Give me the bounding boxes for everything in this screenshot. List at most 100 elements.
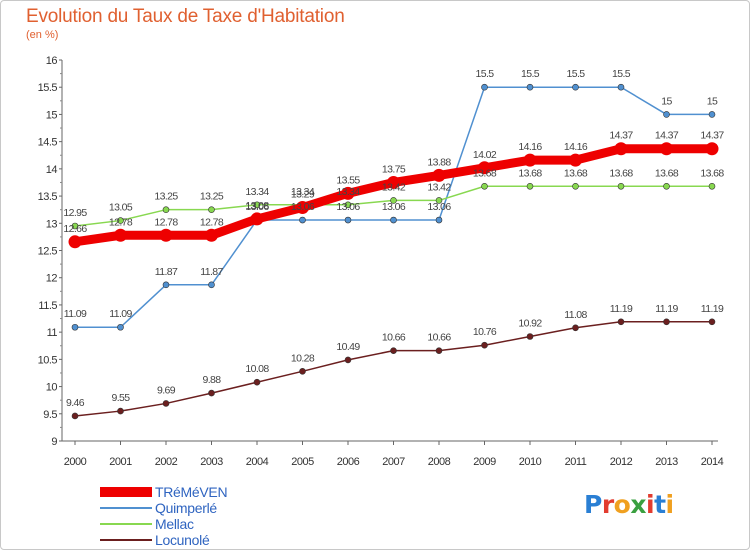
x-tick-label: 2011 <box>565 456 587 468</box>
data-label: 12.66 <box>63 223 87 235</box>
data-label: 13.06 <box>382 201 406 213</box>
data-label: 12.78 <box>154 216 178 228</box>
data-label: 12.78 <box>109 216 133 228</box>
data-point <box>390 197 397 204</box>
data-label: 11.87 <box>155 266 178 278</box>
data-label: 12.95 <box>63 207 87 219</box>
data-point <box>114 228 127 242</box>
chart-subtitle: (en %) <box>26 29 59 41</box>
data-point <box>481 182 488 190</box>
legend-swatch <box>100 487 152 497</box>
data-point <box>208 281 215 289</box>
data-point <box>572 324 579 332</box>
data-point <box>663 182 670 190</box>
y-tick-label: 10 <box>46 382 58 394</box>
legend-label: Locunolé <box>155 532 210 548</box>
data-point <box>299 368 306 375</box>
data-label: 13.29 <box>291 189 315 201</box>
data-label: 13.06 <box>291 201 315 213</box>
data-label: 11.19 <box>655 303 678 315</box>
data-label: 11.19 <box>610 303 633 315</box>
data-label: 9.69 <box>157 384 176 396</box>
data-point <box>663 111 670 118</box>
x-tick-label: 2001 <box>109 456 132 468</box>
data-point <box>117 407 124 415</box>
data-point <box>523 153 537 167</box>
data-point <box>208 206 215 213</box>
proxiti-logo: Proxiti <box>584 490 674 519</box>
data-point <box>432 168 446 182</box>
data-point <box>341 186 355 200</box>
data-point <box>344 201 352 209</box>
data-point <box>250 212 264 226</box>
data-point <box>708 318 716 326</box>
data-label: 13.42 <box>427 181 451 193</box>
data-point <box>162 281 170 289</box>
data-label: 13.42 <box>382 181 406 193</box>
x-tick-label: 2006 <box>337 456 360 468</box>
data-label: 9.88 <box>202 374 221 386</box>
x-tick-label: 2007 <box>382 456 405 468</box>
y-tick-label: 9 <box>51 436 57 448</box>
data-point <box>617 182 625 190</box>
legend-swatch <box>100 523 152 525</box>
x-tick-label: 2013 <box>655 456 678 468</box>
data-label: 13.88 <box>427 156 451 168</box>
data-point <box>162 206 170 213</box>
data-label: 14.16 <box>564 141 588 153</box>
y-tick-label: 12.5 <box>38 246 58 258</box>
data-point <box>159 228 173 242</box>
data-label: 13.25 <box>154 191 178 203</box>
data-point <box>390 216 397 224</box>
data-label: 11.09 <box>64 308 87 320</box>
data-label: 15.5 <box>566 68 585 80</box>
data-label: 15.5 <box>475 68 494 80</box>
data-label: 11.09 <box>109 308 132 320</box>
data-point <box>68 235 82 249</box>
data-point <box>296 201 309 215</box>
y-tick-label: 13 <box>46 218 58 230</box>
data-point <box>435 347 443 354</box>
legend-label: Quimperlé <box>155 500 217 516</box>
data-point <box>617 83 625 91</box>
data-point <box>572 83 579 91</box>
x-tick-label: 2003 <box>200 456 223 468</box>
data-label: 13.68 <box>564 167 588 179</box>
data-point <box>526 83 534 91</box>
data-point <box>117 217 124 224</box>
data-point <box>572 182 579 190</box>
data-point <box>660 142 673 156</box>
legend-item: Mellac <box>100 516 227 532</box>
data-label: 10.66 <box>427 332 451 344</box>
y-tick-label: 15.5 <box>38 82 58 94</box>
data-point <box>344 216 352 224</box>
data-label: 14.37 <box>700 130 724 142</box>
y-tick-label: 15 <box>46 109 58 121</box>
data-label: 15 <box>661 95 672 107</box>
data-label: 10.92 <box>518 317 542 329</box>
data-label: 13.55 <box>336 174 360 186</box>
legend-swatch <box>100 507 152 509</box>
data-label: 14.37 <box>655 130 679 142</box>
data-label: 13.68 <box>700 167 724 179</box>
data-label: 11.19 <box>701 303 724 315</box>
y-tick-label: 16 <box>46 55 58 67</box>
data-point <box>526 182 534 190</box>
data-label: 13.34 <box>336 186 360 198</box>
x-tick-label: 2010 <box>519 456 542 468</box>
x-tick-label: 2009 <box>473 456 496 468</box>
data-label: 13.68 <box>518 167 542 179</box>
legend-label: Mellac <box>155 516 194 532</box>
data-label: 15 <box>707 95 718 107</box>
data-label: 13.68 <box>609 167 633 179</box>
data-point <box>481 341 488 349</box>
data-point <box>162 400 170 407</box>
data-point <box>253 378 261 386</box>
data-label: 13.68 <box>473 167 497 179</box>
x-tick-label: 2000 <box>64 456 87 468</box>
data-label: 10.08 <box>245 363 269 375</box>
axes: 9 9.5 10 10.5 11 11.5 12 12.5 13 13.5 14 14.5 15 15.5… <box>38 55 725 468</box>
data-label: 15.5 <box>521 68 540 80</box>
data-point <box>71 323 79 331</box>
